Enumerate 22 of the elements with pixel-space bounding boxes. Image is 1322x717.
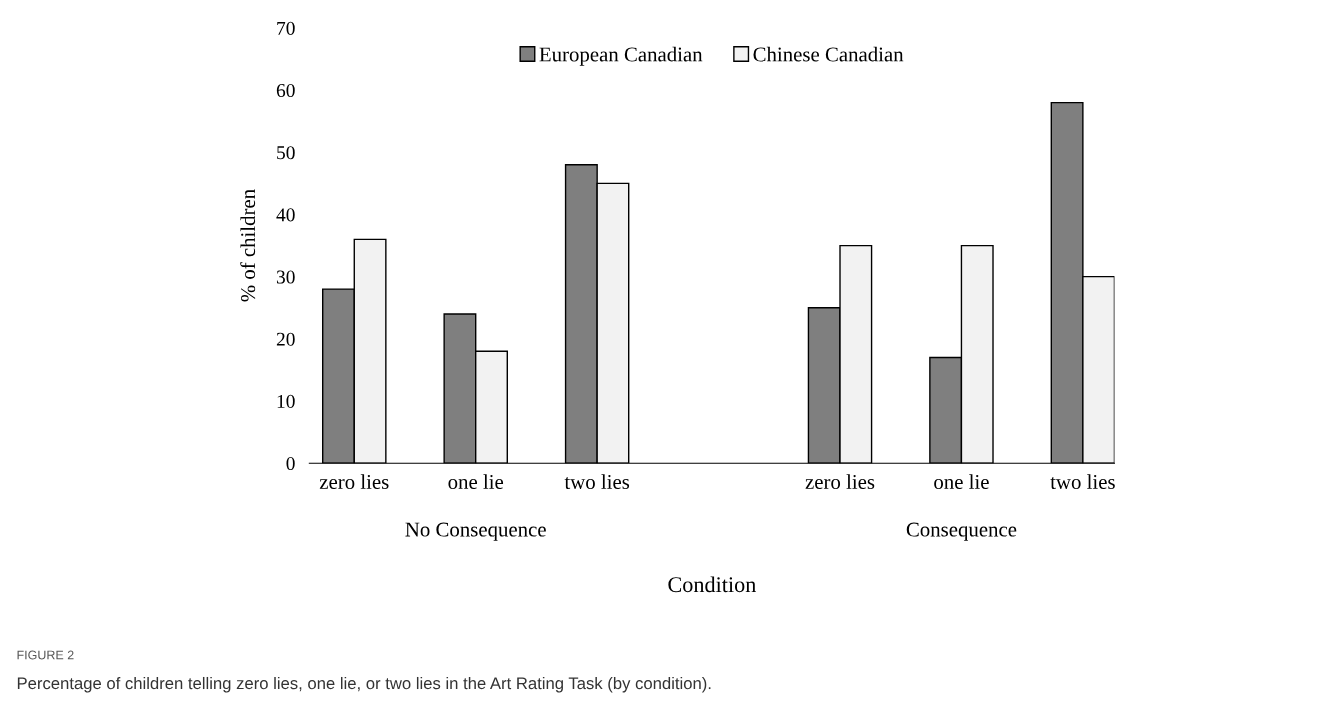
x-axis-title: Condition bbox=[668, 576, 757, 593]
y-tick-label: 70 bbox=[277, 21, 295, 35]
y-tick-label: 10 bbox=[277, 394, 295, 408]
y-tick-label: 0 bbox=[286, 457, 295, 471]
y-tick-label: 50 bbox=[277, 146, 295, 160]
x-tick-label: zero lies bbox=[805, 474, 875, 489]
legend-label: Chinese Canadian bbox=[753, 46, 904, 62]
text: No Consequence bbox=[405, 522, 546, 541]
x-tick-label: two lies bbox=[564, 474, 630, 489]
y-axis-title: % of children bbox=[240, 189, 256, 302]
x-tick-label: one lie bbox=[934, 474, 989, 489]
x-tick-label: zero lies bbox=[319, 474, 389, 489]
text: Percentage of children telling zero lies, one lie, or two lies in the Art Rating Task (by condition). bbox=[17, 676, 711, 693]
y-tick-label: 40 bbox=[276, 208, 295, 222]
legend-label: European Canadian bbox=[539, 46, 703, 66]
text: Consequence bbox=[906, 522, 1017, 541]
x-tick-label: two lies bbox=[1050, 474, 1115, 489]
y-tick-label: 30 bbox=[276, 270, 295, 284]
x-tick-label: one lie bbox=[448, 474, 504, 489]
caption: FIGURE 2 bbox=[17, 650, 74, 660]
y-tick-label: 20 bbox=[276, 332, 295, 346]
y-tick-label: 60 bbox=[276, 83, 295, 98]
